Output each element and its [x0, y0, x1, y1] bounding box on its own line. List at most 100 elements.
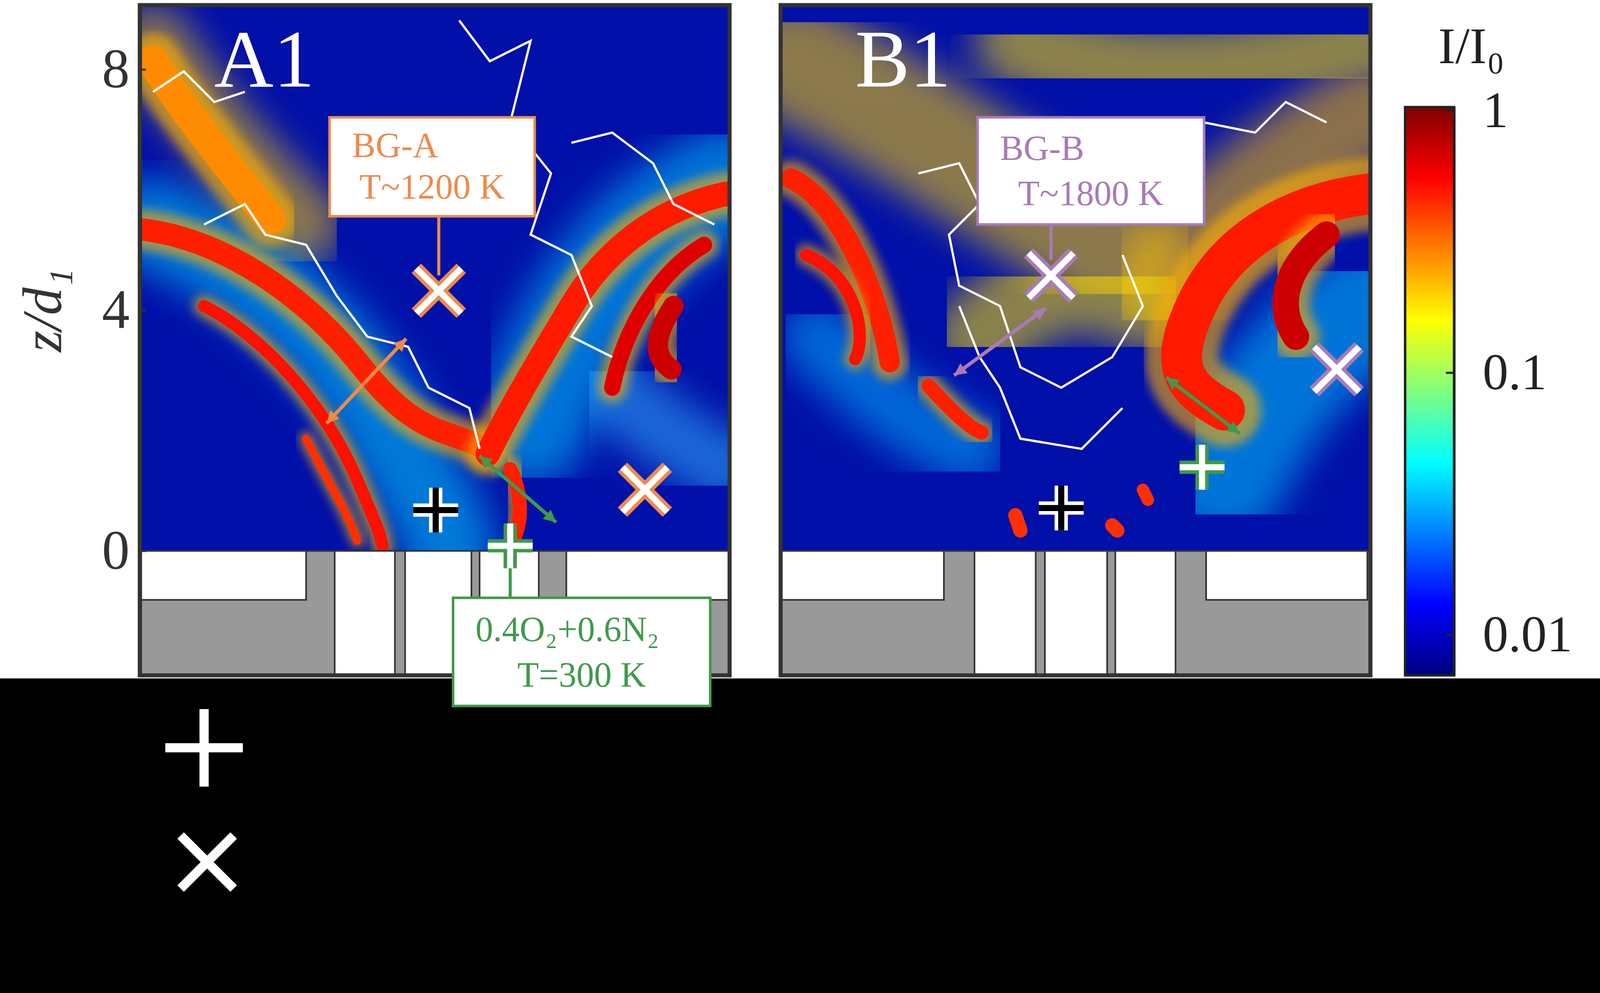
marker — [413, 487, 458, 533]
y-tick: 0 — [101, 519, 146, 581]
arrow-line — [479, 456, 557, 523]
y-tick-label: 0 — [101, 519, 130, 581]
nozzle-gap — [974, 550, 1036, 676]
cross-symbol — [180, 835, 234, 889]
glow — [1020, 40, 1370, 72]
flame-core — [203, 306, 383, 547]
flame-halo — [612, 244, 704, 388]
y-tick-label: 4 — [101, 278, 130, 341]
arrow-line — [326, 338, 407, 424]
marker-edge — [487, 523, 533, 569]
annotation-text: 0.4O₂+0.6N₂ — [475, 609, 660, 650]
arrow-line — [1166, 377, 1240, 434]
panel: A1 BG-AT~1200 K 0.4O₂+0.6N₂ T=300 K — [139, 4, 730, 707]
marker-edge — [416, 268, 462, 314]
contour — [1204, 102, 1327, 133]
image-area — [780, 4, 1371, 551]
y-tick-label: 8 — [101, 38, 130, 100]
flame-halo — [1015, 515, 1021, 531]
panel-label: A1 — [214, 13, 315, 105]
frame — [780, 4, 1371, 676]
annotation-text: BG-B — [1000, 128, 1085, 168]
flame-halo — [306, 438, 357, 542]
nozzle-gap — [1206, 550, 1368, 600]
flame-core — [1015, 515, 1021, 531]
y-tick-mark — [139, 309, 147, 312]
colorbar-tick: 0.01 — [1445, 605, 1573, 663]
y-tick: 4 — [101, 278, 146, 341]
flame-halo — [1112, 525, 1118, 531]
marker-fill — [1314, 347, 1360, 392]
marker-fill — [1179, 444, 1225, 490]
y-tick-mark — [139, 68, 147, 71]
contour — [959, 306, 1123, 449]
image-background — [780, 4, 1371, 551]
image-area — [139, 4, 730, 551]
marker-edge — [1028, 253, 1074, 298]
marker-fill — [622, 467, 668, 512]
y-tick: 8 — [101, 38, 146, 100]
frame — [139, 4, 730, 676]
flame-core — [612, 244, 704, 388]
colorbar-frame — [1405, 107, 1454, 676]
flame-halo — [790, 178, 890, 363]
marker — [416, 268, 462, 314]
nozzle-gap — [334, 550, 396, 676]
annotation-box — [977, 117, 1205, 225]
y-axis-line — [137, 5, 142, 676]
annotation-box — [329, 117, 535, 217]
colorbar-gradient — [1405, 107, 1454, 676]
flame-core — [1285, 234, 1327, 337]
marker-edge — [1179, 444, 1225, 490]
flame-core — [306, 438, 357, 542]
annotation-text: BG-A — [352, 125, 439, 165]
flame-halo — [1142, 489, 1148, 501]
colorbar-tick: 0.1 — [1445, 343, 1547, 401]
marker-edge — [622, 467, 668, 512]
nozzle — [780, 550, 1371, 676]
marker-fill — [1038, 485, 1084, 531]
y-axis-title: z/d₁ — [11, 268, 74, 353]
symbol-key — [165, 709, 243, 890]
annotation-text: T=300 K — [517, 655, 647, 695]
leader-line — [1049, 224, 1053, 261]
nozzle-gap — [566, 550, 730, 600]
colorbar-axis: 0.01 0.1 1 — [1445, 81, 1573, 676]
flame-halo — [203, 306, 383, 547]
contour — [571, 132, 715, 225]
marker-fill — [1028, 253, 1074, 298]
arrow-head — [954, 308, 1047, 376]
nozzle-gap — [139, 550, 307, 600]
arrow-head — [326, 338, 407, 424]
flame-core — [487, 194, 727, 455]
marker-edge — [1314, 347, 1360, 392]
flame-core — [1181, 194, 1370, 411]
marker-fill — [416, 268, 462, 314]
arrow-head — [1166, 377, 1240, 434]
flame-core — [1112, 525, 1118, 531]
marker-fill — [413, 487, 458, 533]
colorbar: 0.01 0.1 1 I/I₀ — [1405, 17, 1573, 676]
arrow-head — [479, 456, 557, 523]
nozzle-gap — [1115, 550, 1176, 676]
annotation-text: T~1200 K — [359, 166, 506, 207]
flame-halo — [806, 255, 860, 360]
figure: A1BG-AT~1200 K0.4O₂+0.6N₂T=300 KB1BG-BT~… — [0, 0, 1600, 993]
colorbar-title: I/I₀ — [1438, 17, 1505, 75]
flame-halo — [1181, 194, 1370, 411]
flame-core — [790, 178, 890, 363]
background-band — [0, 678, 1600, 993]
marker — [1314, 347, 1360, 392]
flame-core — [658, 306, 674, 370]
annotation-box — [452, 598, 711, 707]
image-background — [139, 4, 730, 551]
marker-fill — [487, 523, 533, 569]
marker-edge — [1038, 485, 1084, 531]
marker — [1028, 253, 1074, 298]
image-structures — [790, 40, 1370, 531]
flame-core — [806, 255, 860, 360]
flame-core — [928, 385, 982, 433]
nozzle-body — [780, 550, 1371, 676]
colorbar-tick-label: 1 — [1482, 81, 1509, 139]
marker — [1038, 485, 1084, 531]
